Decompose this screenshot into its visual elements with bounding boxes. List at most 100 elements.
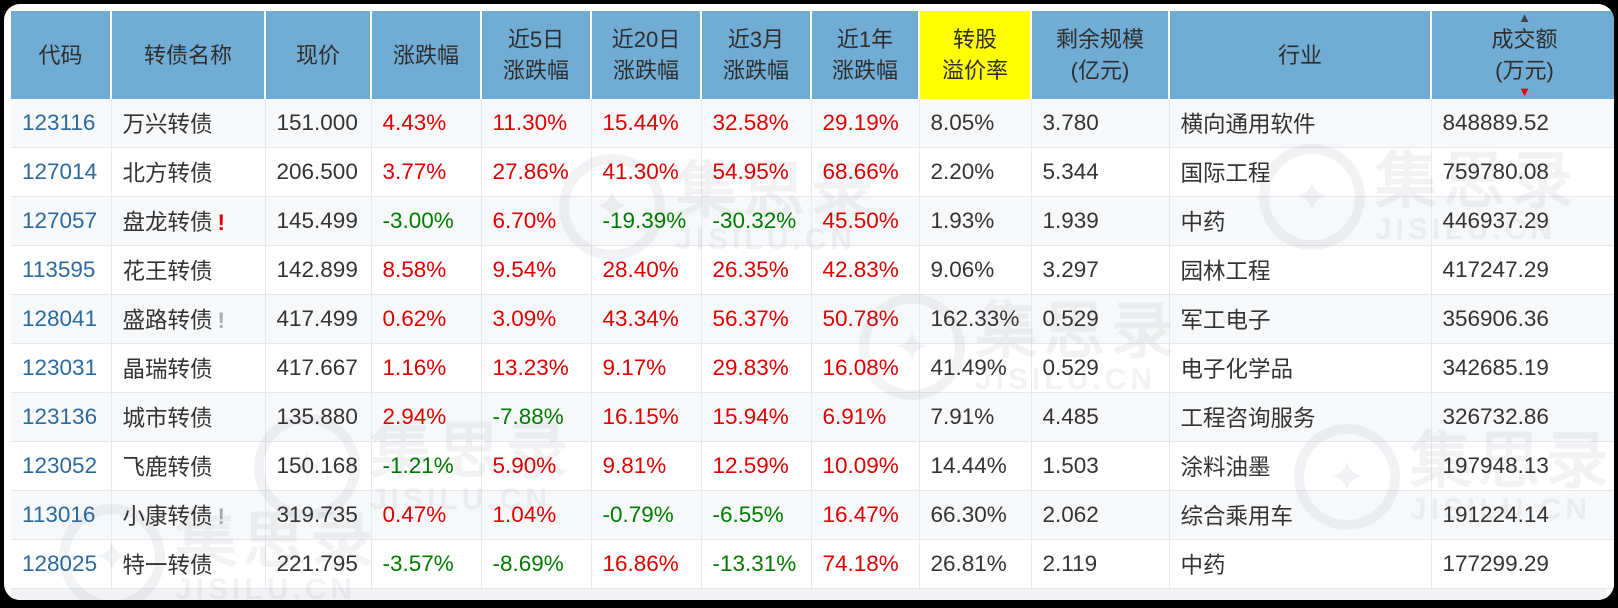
change-value: 50.78% xyxy=(822,306,899,331)
change-20d-cell: 28.40% xyxy=(591,245,702,295)
change-value: -0.79% xyxy=(602,502,674,527)
column-header-name[interactable]: 转债名称 xyxy=(111,11,266,99)
bond-name[interactable]: 晶瑞转债 xyxy=(122,357,213,382)
change-value: -8.69% xyxy=(492,551,564,576)
bond-code-link[interactable]: 123031 xyxy=(11,343,112,393)
bond-name[interactable]: 盘龙转债 xyxy=(122,210,213,235)
change-value: 29.19% xyxy=(822,110,899,135)
bond-name[interactable]: 小康转债 xyxy=(122,504,213,529)
column-label: 涨跌幅 xyxy=(502,58,569,83)
bond-name[interactable]: 城市转债 xyxy=(122,406,213,431)
column-header-size[interactable]: 剩余规模 (亿元) xyxy=(1031,11,1170,99)
change-5d-cell: 11.30% xyxy=(481,99,592,148)
sort-asc-icon[interactable]: ▲ xyxy=(1518,10,1531,25)
column-label: (万元) xyxy=(1495,58,1554,83)
column-label: 涨跌幅 xyxy=(722,58,789,83)
premium-cell: 66.30% xyxy=(919,490,1032,540)
change-20d-cell: 15.44% xyxy=(591,99,702,148)
change-cell: 0.47% xyxy=(371,490,482,540)
column-label: 成交额 xyxy=(1491,27,1558,52)
bond-code-link[interactable]: 127057 xyxy=(11,196,112,246)
turnover-cell: 191224.14 xyxy=(1431,490,1614,540)
bond-name[interactable]: 万兴转债 xyxy=(122,112,213,137)
bond-name-cell[interactable]: 飞鹿转债 xyxy=(111,441,266,491)
premium-cell: 2.20% xyxy=(919,147,1032,197)
table-row: 123031 晶瑞转债 417.667 1.16% 13.23% 9.17% 29.83% 1… xyxy=(11,343,1614,393)
premium-cell: 9.06% xyxy=(919,245,1032,295)
bond-name-cell[interactable]: 北方转债 xyxy=(111,147,266,197)
remaining-size-cell: 5.344 xyxy=(1031,147,1170,197)
change-20d-cell: 41.30% xyxy=(591,147,702,197)
bond-table-wrap: 代码 转债名称 现价 涨跌幅 近5日 涨跌幅 近20日 涨跌幅 近3月 涨跌幅 近1年 涨跌幅 转股 溢价… xyxy=(11,11,1614,600)
remaining-size-cell: 0.529 xyxy=(1031,294,1170,344)
industry-cell: 涂料油墨 xyxy=(1169,441,1432,491)
bond-code-link[interactable]: 128025 xyxy=(11,539,112,589)
bond-name-cell[interactable]: 盛路转债! xyxy=(111,294,266,344)
column-header-content: 近5日 涨跌幅 xyxy=(482,24,590,86)
price-cell: 417.499 xyxy=(265,294,372,344)
column-header-content: 转股 溢价率 xyxy=(920,24,1030,86)
remaining-size-cell: 1.939 xyxy=(1031,196,1170,246)
column-header-content: 行业 xyxy=(1170,40,1430,71)
bond-name[interactable]: 特一转债 xyxy=(122,553,213,578)
column-label: 剩余规模 xyxy=(1055,27,1144,52)
column-header-change-3m[interactable]: 近3月 涨跌幅 xyxy=(701,11,812,99)
bond-name-cell[interactable]: 城市转债 xyxy=(111,392,266,442)
bond-code-link[interactable]: 123116 xyxy=(11,99,112,148)
bond-code-link[interactable]: 113595 xyxy=(11,245,112,295)
column-header-change-1y[interactable]: 近1年 涨跌幅 xyxy=(811,11,920,99)
bond-table-panel: 代码 转债名称 现价 涨跌幅 近5日 涨跌幅 近20日 涨跌幅 近3月 涨跌幅 近1年 涨跌幅 转股 溢价… xyxy=(4,4,1614,600)
sort-desc-icon[interactable]: ▼ xyxy=(1518,84,1531,99)
bond-code-link[interactable]: 123136 xyxy=(11,392,112,442)
change-value: 4.43% xyxy=(382,110,447,135)
change-cell: 1.16% xyxy=(371,343,482,393)
bond-name-cell[interactable]: 万兴转债 xyxy=(111,99,266,148)
change-5d-cell: -7.88% xyxy=(481,392,592,442)
column-header-change-20d[interactable]: 近20日 涨跌幅 xyxy=(591,11,702,99)
bond-name-cell[interactable]: 花王转债 xyxy=(111,245,266,295)
bond-name-cell[interactable]: 特一转债 xyxy=(111,539,266,589)
change-cell: -3.00% xyxy=(371,196,482,246)
bond-name[interactable]: 北方转债 xyxy=(122,161,213,186)
warning-icon[interactable]: ! xyxy=(217,504,226,529)
bond-name-cell[interactable]: 小康转债! xyxy=(111,490,266,540)
price-cell: 145.499 xyxy=(265,196,372,246)
bond-code-link[interactable]: 128041 xyxy=(11,294,112,344)
change-value: 45.50% xyxy=(822,208,899,233)
bond-name-cell[interactable]: 晶瑞转债 xyxy=(111,343,266,393)
price-cell: 206.500 xyxy=(265,147,372,197)
bond-name[interactable]: 盛路转债 xyxy=(122,308,213,333)
bond-name[interactable]: 花王转债 xyxy=(122,259,213,284)
industry-cell: 电子化学品 xyxy=(1169,343,1432,393)
warning-icon[interactable]: ! xyxy=(217,210,226,235)
bond-name-cell[interactable]: 盘龙转债! xyxy=(111,196,266,246)
change-5d-cell: 6.70% xyxy=(481,196,592,246)
column-header-content: 近20日 涨跌幅 xyxy=(592,24,700,86)
change-3m-cell: 32.58% xyxy=(701,99,812,148)
change-value: 0.62% xyxy=(382,306,447,331)
column-header-premium[interactable]: 转股 溢价率 xyxy=(919,11,1032,99)
change-20d-cell: 16.15% xyxy=(591,392,702,442)
turnover-cell: 177299.29 xyxy=(1431,539,1614,589)
bond-name[interactable]: 飞鹿转债 xyxy=(122,455,213,480)
column-header-change-5d[interactable]: 近5日 涨跌幅 xyxy=(481,11,592,99)
change-value: 16.47% xyxy=(822,502,899,527)
change-value: 15.94% xyxy=(712,404,789,429)
change-value: 15.44% xyxy=(602,110,679,135)
bond-code-link[interactable]: 123052 xyxy=(11,441,112,491)
price-cell: 150.168 xyxy=(265,441,372,491)
change-3m-cell: -13.31% xyxy=(701,539,812,589)
industry-cell: 工程咨询服务 xyxy=(1169,392,1432,442)
change-value: 3.09% xyxy=(492,306,557,331)
bond-code-link[interactable]: 127014 xyxy=(11,147,112,197)
column-header-code[interactable]: 代码 xyxy=(11,11,112,99)
column-header-turnover[interactable]: ▲ 成交额 (万元) ▼ xyxy=(1431,11,1614,99)
industry-cell: 横向通用软件 xyxy=(1169,99,1432,148)
bond-code-link[interactable]: 113016 xyxy=(11,490,112,540)
warning-icon[interactable]: ! xyxy=(217,308,226,333)
change-value: 9.54% xyxy=(492,257,557,282)
change-5d-cell: 5.90% xyxy=(481,441,592,491)
column-header-industry[interactable]: 行业 xyxy=(1169,11,1432,99)
column-header-change[interactable]: 涨跌幅 xyxy=(371,11,482,99)
column-header-price[interactable]: 现价 xyxy=(265,11,372,99)
